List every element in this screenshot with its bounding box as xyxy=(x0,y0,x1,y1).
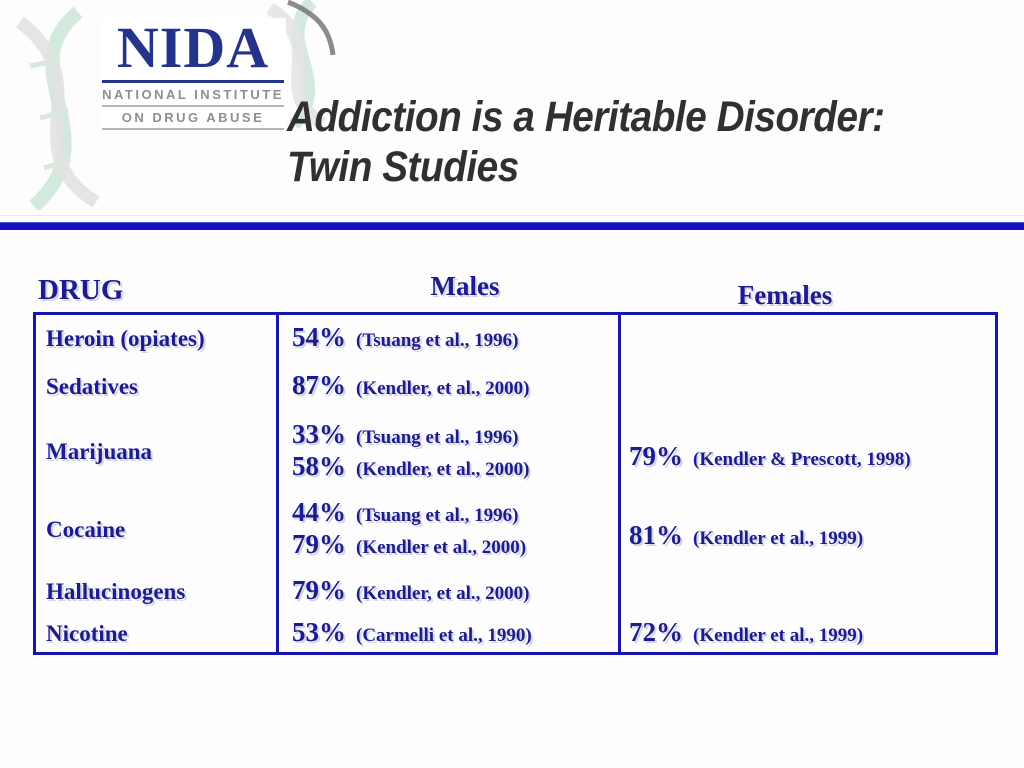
table-row-hallucinogens: Hallucinogens 79% (Kendler, et al., 2000… xyxy=(36,568,995,615)
heritability-percent: 72% xyxy=(629,616,683,647)
column-header-males: Males xyxy=(430,271,500,301)
heritability-percent: 81% xyxy=(629,520,683,550)
citation: (Carmelli et al., 1990) xyxy=(356,624,532,646)
slide-title-line1: Addiction is a Heritable Disorder: xyxy=(287,93,885,141)
citation: (Tsuang et al., 1996) xyxy=(356,505,519,526)
females-cell-empty xyxy=(621,362,995,412)
females-cell: 79% (Kendler & Prescott, 1998) xyxy=(621,412,995,492)
males-cell: 54% (Tsuang et al., 1996) xyxy=(279,315,621,362)
heritability-line: 79% (Kendler, et al., 2000) xyxy=(292,576,618,608)
heritability-line: 79% (Kendler & Prescott, 1998) xyxy=(629,442,995,474)
nida-logo: NIDA NATIONAL INSTITUTE ON DRUG ABUSE xyxy=(0,0,345,210)
blue-divider-line xyxy=(0,222,1024,230)
citation: (Kendler, et al., 2000) xyxy=(356,378,530,399)
heritability-line: 87% (Kendler, et al., 2000) xyxy=(292,371,618,403)
heritability-percent: 44% xyxy=(292,497,346,527)
males-cell: 79% (Kendler, et al., 2000) xyxy=(279,568,621,615)
header-image-edge xyxy=(0,215,1024,216)
dna-helix-icon xyxy=(16,0,336,210)
table-row-nicotine: Nicotine 53% (Carmelli et al., 1990) 72%… xyxy=(36,615,995,652)
drug-name: Marijuana xyxy=(36,412,279,492)
citation: (Kendler et al., 1999) xyxy=(693,528,864,549)
table-row-sedatives: Sedatives 87% (Kendler, et al., 2000) xyxy=(36,362,995,412)
heritability-line: 54% (Tsuang et al., 1996) xyxy=(292,323,618,355)
heritability-percent: 79% xyxy=(292,574,346,605)
table-row-heroin: Heroin (opiates) 54% (Tsuang et al., 199… xyxy=(36,315,995,362)
drug-name: Hallucinogens xyxy=(36,568,279,615)
drug-name: Cocaine xyxy=(36,492,279,568)
heritability-line: 33% (Tsuang et al., 1996) xyxy=(292,420,618,452)
heritability-line: 53% (Carmelli et al., 1990) xyxy=(292,618,618,650)
nida-logo-wordmark: NIDA xyxy=(116,15,270,80)
females-cell: 81% (Kendler et al., 1999) xyxy=(621,492,995,568)
heritability-percent: 79% xyxy=(629,441,683,471)
heritability-percent: 58% xyxy=(292,451,346,481)
drug-name: Nicotine xyxy=(36,615,279,652)
drug-name: Sedatives xyxy=(36,362,279,412)
table-row-cocaine: Cocaine 44% (Tsuang et al., 1996) 79% (K… xyxy=(36,492,995,568)
twin-studies-table: Heroin (opiates) 54% (Tsuang et al., 199… xyxy=(33,312,998,655)
nida-logo-textblock: NIDA NATIONAL INSTITUTE ON DRUG ABUSE xyxy=(100,18,286,133)
females-cell: 72% (Kendler et al., 1999) xyxy=(621,615,995,652)
males-cell: 44% (Tsuang et al., 1996) 79% (Kendler e… xyxy=(279,492,621,568)
logo-org-line2: ON DRUG ABUSE xyxy=(121,110,265,125)
males-cell: 33% (Tsuang et al., 1996) 58% (Kendler, … xyxy=(279,412,621,492)
slide-title-line2: Twin Studies xyxy=(287,143,519,191)
heritability-line: 58% (Kendler, et al., 2000) xyxy=(292,452,618,484)
logo-org-line1: NATIONAL INSTITUTE xyxy=(102,87,284,102)
citation: (Kendler & Prescott, 1998) xyxy=(693,449,911,470)
column-header-females: Females xyxy=(737,280,833,310)
females-cell-empty xyxy=(621,568,995,615)
slide-title: Addiction is a Heritable Disorder: Twin … xyxy=(287,92,885,192)
citation: (Tsuang et al., 1996) xyxy=(356,329,519,351)
logo-divider xyxy=(102,105,284,107)
citation: (Kendler et al., 1999) xyxy=(693,624,864,646)
females-cell-empty xyxy=(621,315,995,362)
heritability-percent: 54% xyxy=(292,321,346,352)
heritability-line: 79% (Kendler et al., 2000) xyxy=(292,530,618,562)
citation: (Tsuang et al., 1996) xyxy=(356,427,519,448)
heritability-line: 44% (Tsuang et al., 1996) xyxy=(292,498,618,530)
logo-divider xyxy=(102,128,284,130)
heritability-percent: 79% xyxy=(292,529,346,559)
citation: (Kendler, et al., 2000) xyxy=(356,459,530,480)
heritability-percent: 53% xyxy=(292,616,346,647)
table-row-marijuana: Marijuana 33% (Tsuang et al., 1996) 58% … xyxy=(36,412,995,492)
heritability-line: 72% (Kendler et al., 1999) xyxy=(629,618,995,650)
heritability-percent: 87% xyxy=(292,370,346,400)
citation: (Kendler, et al., 2000) xyxy=(356,582,530,604)
males-cell: 87% (Kendler, et al., 2000) xyxy=(279,362,621,412)
column-header-drug: DRUG xyxy=(38,274,124,306)
heritability-line: 81% (Kendler et al., 1999) xyxy=(629,521,995,553)
logo-divider xyxy=(102,80,284,83)
heritability-percent: 33% xyxy=(292,419,346,449)
drug-name: Heroin (opiates) xyxy=(36,315,279,362)
citation: (Kendler et al., 2000) xyxy=(356,537,527,558)
males-cell: 53% (Carmelli et al., 1990) xyxy=(279,615,621,652)
